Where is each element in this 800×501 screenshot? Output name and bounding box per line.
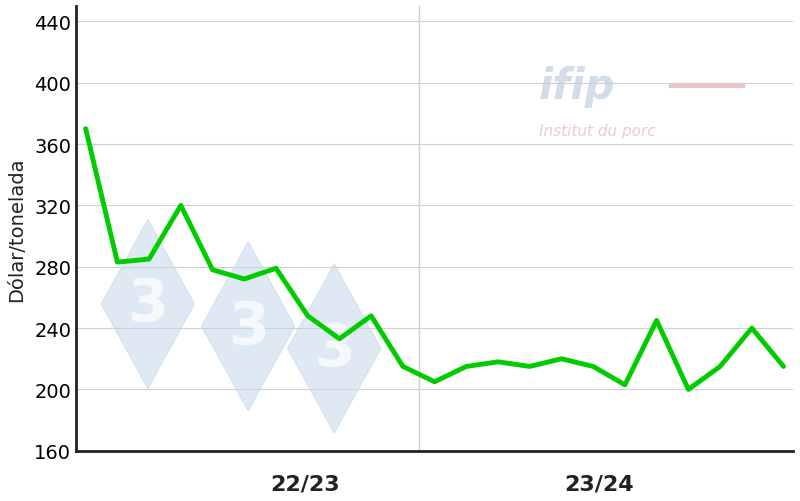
Text: 22/23: 22/23 <box>270 473 340 493</box>
Text: ifip: ifip <box>538 66 615 108</box>
Text: 3: 3 <box>127 276 168 333</box>
Polygon shape <box>102 220 194 389</box>
Polygon shape <box>288 265 381 433</box>
Text: 3: 3 <box>228 298 269 355</box>
Polygon shape <box>202 242 294 411</box>
Text: 23/24: 23/24 <box>565 473 634 493</box>
Text: Institut du porc: Institut du porc <box>538 124 655 139</box>
Y-axis label: Dólar/tonelada: Dólar/tonelada <box>7 157 26 301</box>
Text: 3: 3 <box>314 320 354 377</box>
